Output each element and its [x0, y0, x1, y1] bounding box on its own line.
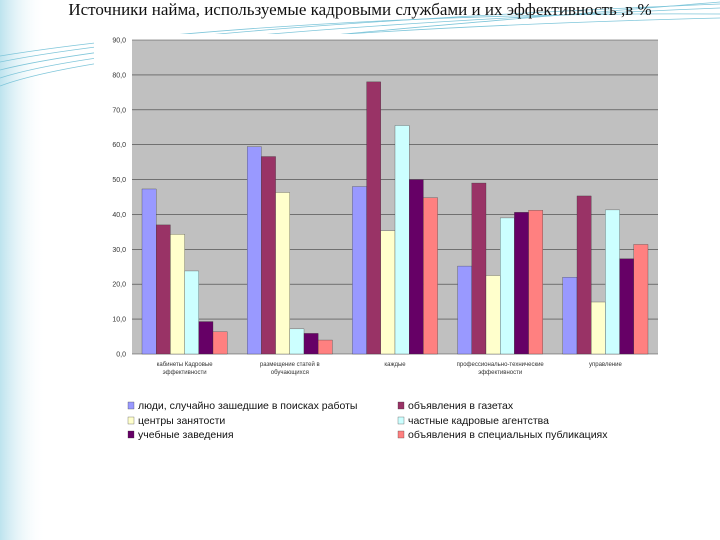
- legend-swatch: [397, 430, 405, 439]
- legend-label: центры занятости: [138, 415, 225, 427]
- bar: [289, 328, 305, 355]
- bar: [275, 192, 290, 355]
- bar: [156, 224, 171, 355]
- y-tick-label: 70,0: [112, 107, 126, 114]
- bars: [141, 81, 649, 355]
- bar: [352, 186, 367, 355]
- legend-swatch: [127, 416, 135, 425]
- bar: [303, 333, 319, 355]
- bar: [605, 209, 620, 355]
- bar: [212, 331, 228, 355]
- category-label: эффективности: [163, 370, 207, 376]
- y-tick-label: 30,0: [112, 247, 126, 254]
- legend-label: объявления в газетах: [408, 400, 514, 412]
- bar: [198, 321, 214, 355]
- category-label: каждые: [384, 362, 406, 368]
- legend-swatch: [127, 430, 135, 439]
- legend-label: объявления в специальных публикациях: [408, 429, 608, 441]
- bar: [471, 182, 487, 355]
- bar: [409, 179, 424, 355]
- bar: [633, 244, 649, 355]
- bar: [141, 188, 157, 355]
- y-tick-label: 10,0: [112, 317, 126, 324]
- bar: [366, 81, 381, 355]
- decorative-curves: [0, 1, 720, 87]
- legend-label: учебные заведения: [138, 429, 234, 441]
- legend-swatch: [397, 416, 405, 425]
- bar: [184, 270, 199, 355]
- bar: [485, 275, 501, 355]
- bar: [500, 217, 515, 355]
- bar: [562, 277, 578, 355]
- category-labels: кабинеты Кадровые эффективности размещение…: [157, 361, 623, 376]
- y-tick-label: 50,0: [112, 177, 126, 184]
- category-label: размещение статей в: [260, 361, 320, 368]
- legend-swatch: [397, 401, 405, 410]
- y-tick-label: 80,0: [112, 72, 126, 79]
- legend-swatch: [127, 401, 135, 410]
- category-label: кабинеты Кадровые: [157, 362, 214, 368]
- legend-label: люди, случайно зашедшие в поисках работы: [138, 400, 357, 412]
- legend-label: частные кадровые агентства: [408, 415, 549, 427]
- bar: [619, 258, 634, 355]
- category-label: профессионально-технические: [457, 362, 545, 368]
- y-tick-label: 60,0: [112, 142, 126, 149]
- bar: [514, 212, 529, 355]
- y-tick-label: 20,0: [112, 282, 126, 289]
- bar: [576, 195, 592, 355]
- bar: [247, 146, 262, 355]
- bar: [423, 197, 438, 355]
- legend-box: [124, 398, 648, 446]
- bar: [394, 125, 410, 355]
- category-label: эффективности: [478, 370, 522, 376]
- bar: [457, 265, 472, 355]
- y-axis-ticks: 0,0 10,0 20,0 30,0 40,0 50,0 60,0 70,0 80,0 90,0: [112, 38, 126, 359]
- category-label: обучающихся: [271, 370, 309, 376]
- legend: люди, случайно зашедшие в поисках работы…: [127, 400, 608, 441]
- bar: [380, 230, 396, 355]
- bar: [591, 301, 606, 355]
- y-tick-label: 40,0: [112, 212, 126, 219]
- y-tick-label: 0,0: [116, 352, 126, 359]
- slide-title: Источники найма, используемые кадровыми …: [68, 0, 652, 19]
- bar: [261, 156, 276, 355]
- bar: [528, 210, 543, 355]
- category-label: управление: [589, 362, 622, 368]
- bar: [318, 339, 333, 355]
- y-tick-label: 90,0: [112, 38, 126, 45]
- bar: [170, 234, 185, 355]
